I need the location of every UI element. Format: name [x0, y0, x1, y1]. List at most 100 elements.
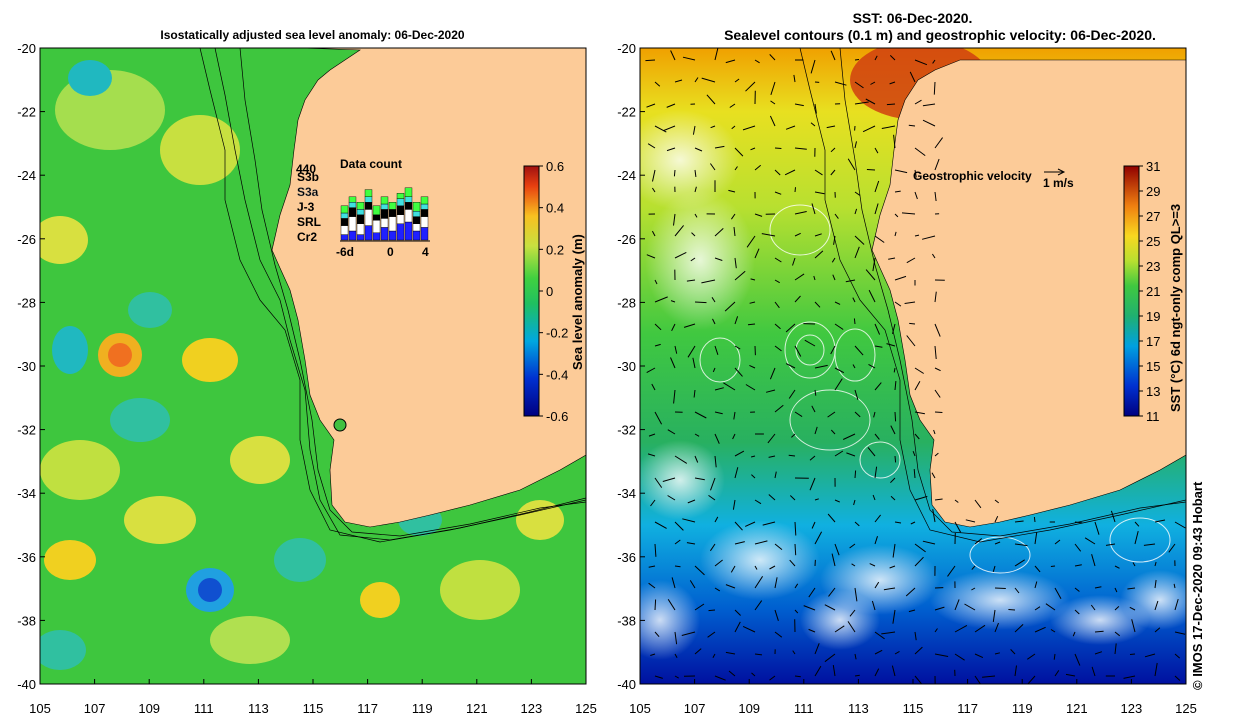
velocity-arrow: [663, 125, 676, 132]
velocity-arrow: [711, 297, 716, 303]
velocity-arrow: [971, 565, 976, 570]
data-count-bar-segment: [340, 218, 349, 226]
velocity-arrow: [731, 125, 736, 130]
velocity-arrow: [646, 254, 656, 259]
data-count-bar-segment: [356, 209, 365, 215]
velocity-arrow: [894, 411, 897, 422]
data-count-bar-segment: [404, 196, 413, 203]
velocity-arrow: [934, 653, 949, 657]
x-tick-label: 113: [248, 701, 269, 716]
velocity-arrow: [774, 323, 781, 330]
velocity-arrow: [914, 556, 924, 567]
data-count-bar-segment: [404, 209, 413, 223]
velocity-arrow: [754, 248, 760, 259]
velocity-arrow: [874, 323, 881, 335]
velocity-arrow: [1168, 543, 1176, 553]
velocity-arrow: [914, 495, 928, 501]
velocity-arrow: [674, 79, 683, 83]
velocity-arrow: [651, 187, 656, 193]
sealevel-contours: [699, 204, 1171, 574]
velocity-arrow: [761, 233, 776, 237]
data-count-bar-segment: [372, 205, 381, 216]
velocity-arrow: [686, 279, 696, 282]
data-count-xlabel-end: 4: [422, 245, 429, 259]
data-count-bar-segment: [396, 198, 405, 207]
x-tick-label: 119: [1012, 701, 1033, 716]
velocity-arrow: [1045, 603, 1056, 611]
velocity-arrow: [954, 521, 962, 533]
velocity-arrow: [914, 675, 923, 684]
velocity-arrow: [683, 323, 696, 328]
velocity-arrow: [794, 147, 807, 150]
y-tick-label: -28: [617, 295, 636, 310]
velocity-arrow: [814, 643, 820, 655]
velocity-arrow: [754, 600, 763, 611]
velocity-arrow: [666, 103, 676, 108]
velocity-arrow: [894, 213, 899, 218]
velocity-arrow: [914, 433, 920, 440]
colorbar-tick-label: 0.6: [546, 159, 564, 174]
velocity-arrow: [830, 169, 836, 176]
velocity-arrow: [908, 124, 916, 127]
velocity-arrow: [934, 606, 945, 611]
velocity-arrow: [694, 603, 705, 611]
velocity-arrow: [847, 158, 856, 171]
data-count-bar-segment: [420, 209, 429, 217]
velocity-arrow: [854, 59, 860, 61]
velocity-arrow: [744, 521, 756, 527]
velocity-arrow: [934, 191, 937, 202]
velocity-arrow: [1094, 651, 1103, 655]
velocity-arrow: [1174, 675, 1181, 681]
velocity-arrow: [1110, 510, 1116, 523]
x-tick-label: 111: [194, 701, 214, 716]
velocity-arrow: [742, 125, 756, 131]
velocity-arrow: [794, 543, 797, 556]
velocity-arrow: [891, 665, 896, 677]
velocity-arrow: [648, 582, 656, 589]
velocity-arrow: [734, 270, 746, 281]
velocity-arrow: [874, 55, 878, 61]
left-map-title: Isostatically adjusted sea level anomaly…: [160, 28, 465, 42]
velocity-arrow: [1143, 543, 1156, 546]
velocity-arrow: [1008, 609, 1016, 611]
velocity-arrow: [1050, 629, 1056, 633]
x-tick-label: 109: [138, 701, 160, 716]
velocity-arrow: [725, 651, 736, 655]
velocity-arrow: [714, 228, 724, 237]
velocity-arrow: [774, 345, 782, 352]
data-count-bar-segment: [396, 205, 405, 216]
velocity-arrow: [846, 452, 856, 457]
right-map-plot: [640, 48, 1186, 684]
y-tick-label: -32: [17, 423, 36, 438]
velocity-arrow: [1129, 606, 1136, 611]
velocity-arrow: [894, 301, 902, 307]
velocity-arrow: [852, 297, 856, 303]
velocity-arrow: [730, 213, 736, 220]
velocity-arrow: [725, 584, 736, 589]
velocity-arrow: [674, 345, 678, 354]
velocity-arrow: [1174, 653, 1181, 659]
data-count-bar-segment: [388, 201, 397, 210]
velocity-arrow: [874, 649, 883, 655]
velocity-arrow: [714, 675, 726, 681]
velocity-arrow: [964, 603, 976, 611]
left-map-plot: [40, 48, 586, 684]
velocity-arrow: [892, 323, 896, 335]
velocity-arrow: [689, 580, 696, 589]
velocity-arrow: [947, 565, 956, 577]
velocity-arrow: [910, 521, 916, 525]
velocity-arrow: [725, 59, 736, 64]
left-australia-land: [271, 48, 586, 528]
y-tick-label: -30: [617, 359, 636, 374]
x-tick-label: 109: [738, 701, 760, 716]
colorbar-tick-label: 0.4: [546, 201, 564, 216]
velocity-arrow: [994, 541, 1001, 545]
velocity-arrow: [854, 653, 857, 660]
velocity-arrow: [709, 543, 716, 552]
sst-colorbar-ticks: 31 29 27 25 23 21 19 17 15 13 11: [1139, 159, 1160, 424]
velocity-arrow: [890, 425, 896, 435]
velocity-arrow: [694, 477, 705, 481]
velocity-arrow: [682, 518, 696, 523]
velocity-arrow: [694, 648, 702, 655]
velocity-arrow: [830, 429, 836, 435]
